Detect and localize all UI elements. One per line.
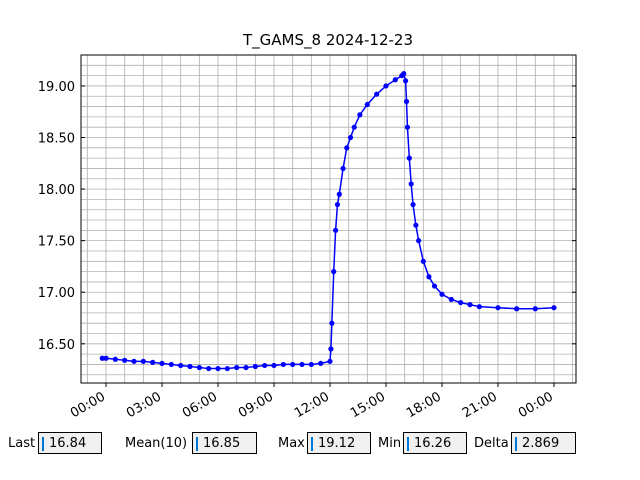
data-point xyxy=(159,360,165,367)
data-point xyxy=(140,358,146,364)
data-point xyxy=(408,181,414,187)
data-point xyxy=(406,155,412,161)
chart-title: T_GAMS_8 2024-12-23 xyxy=(242,31,413,50)
data-point xyxy=(224,365,230,372)
y-tick-label: 18.00 xyxy=(38,183,75,198)
data-point xyxy=(318,360,324,367)
x-tick-label: 15:00 xyxy=(348,389,388,421)
y-tick-label: 16.50 xyxy=(38,338,75,353)
stat-label: Mean(10) xyxy=(125,436,188,451)
data-point xyxy=(401,70,407,77)
data-point xyxy=(280,361,286,368)
data-point xyxy=(514,306,520,312)
data-point xyxy=(404,124,411,130)
x-tick-label: 12:00 xyxy=(292,389,332,421)
data-point xyxy=(476,304,482,310)
stat-label: Min xyxy=(378,436,402,451)
data-point xyxy=(290,361,296,368)
series-line xyxy=(102,72,555,370)
data-point xyxy=(532,306,538,312)
stat-value[interactable]: 2.869 xyxy=(511,432,576,454)
data-point xyxy=(99,355,105,361)
chart: T_GAMS_8 2024-12-23 16.50 17.00 17.50 18.00… xyxy=(38,31,577,421)
x-tick-label: 00:00 xyxy=(516,389,556,421)
data-point xyxy=(112,356,118,362)
y-tick-label: 18.50 xyxy=(38,132,75,147)
data-point xyxy=(344,145,350,151)
y-tick-label: 17.50 xyxy=(38,235,75,250)
data-point xyxy=(410,201,416,208)
data-point xyxy=(448,296,454,303)
data-point xyxy=(420,258,426,264)
stat-label: Delta xyxy=(474,436,509,451)
x-tick-label: 00:00 xyxy=(68,389,108,421)
data-point xyxy=(122,357,128,363)
data-point xyxy=(243,364,249,371)
data-point xyxy=(467,302,473,308)
data-point xyxy=(336,191,342,197)
data-point xyxy=(331,269,337,275)
data-point xyxy=(178,362,184,369)
data-point xyxy=(327,358,333,364)
data-point xyxy=(340,165,346,172)
data-point xyxy=(299,361,305,368)
stat-value[interactable]: 16.84 xyxy=(38,432,102,454)
data-point xyxy=(252,363,258,370)
data-point xyxy=(271,362,277,369)
data-point xyxy=(364,101,370,108)
data-point xyxy=(416,238,422,244)
data-point xyxy=(403,98,410,105)
data-point xyxy=(196,364,202,371)
data-point xyxy=(234,364,240,371)
data-point xyxy=(131,358,137,364)
data-point xyxy=(168,361,174,368)
data-point xyxy=(439,291,445,297)
data-point xyxy=(357,112,363,118)
data-point xyxy=(458,299,464,306)
x-tick-label: 18:00 xyxy=(404,389,444,421)
y-tick-label: 17.00 xyxy=(38,286,75,301)
data-point xyxy=(431,283,438,289)
data-point xyxy=(551,305,557,311)
data-point xyxy=(150,359,156,365)
data-point xyxy=(374,91,380,97)
data-point xyxy=(308,361,314,368)
data-point xyxy=(426,274,432,280)
x-tick-label: 03:00 xyxy=(124,389,164,421)
data-point xyxy=(187,363,193,370)
data-point xyxy=(206,365,212,372)
data-point xyxy=(402,78,409,84)
x-tick-label: 21:00 xyxy=(460,389,500,421)
data-point xyxy=(332,227,339,233)
data-point xyxy=(351,124,357,130)
data-point xyxy=(383,83,389,89)
stat-value[interactable]: 16.85 xyxy=(192,432,257,454)
stat-value[interactable]: 16.26 xyxy=(403,432,467,454)
data-point xyxy=(328,346,334,352)
stat-label: Last xyxy=(8,436,36,451)
data-point xyxy=(262,362,268,369)
stat-value[interactable]: 19.12 xyxy=(307,432,371,454)
x-tick-label: 06:00 xyxy=(180,389,220,421)
data-point xyxy=(215,365,221,372)
data-point xyxy=(347,134,354,141)
stat-label: Max xyxy=(278,436,305,451)
plot-frame xyxy=(80,54,577,384)
data-point xyxy=(334,201,341,208)
data-point xyxy=(495,305,501,311)
data-point xyxy=(392,77,398,83)
data-point xyxy=(413,222,419,228)
y-tick-label: 19.00 xyxy=(38,80,75,95)
data-point xyxy=(103,355,109,361)
x-tick-label: 09:00 xyxy=(236,389,276,421)
data-point xyxy=(329,320,335,326)
